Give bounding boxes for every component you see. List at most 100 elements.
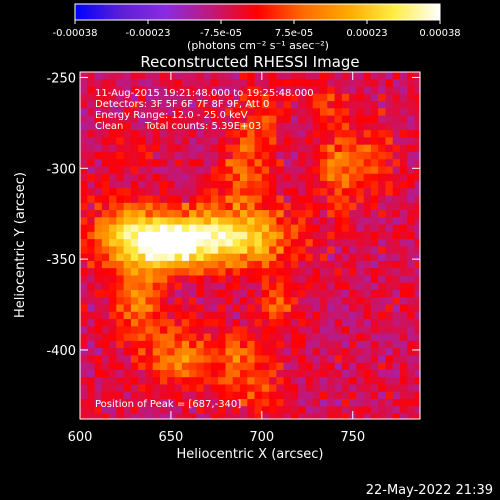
image-pixel xyxy=(210,86,219,95)
image-pixel xyxy=(414,151,421,160)
image-pixel xyxy=(356,173,365,182)
image-pixel xyxy=(196,355,205,364)
image-pixel xyxy=(370,202,379,211)
image-pixel xyxy=(196,311,205,320)
image-pixel xyxy=(130,173,139,182)
image-pixel xyxy=(370,253,379,262)
image-pixel xyxy=(356,384,365,393)
image-pixel xyxy=(189,399,197,407)
image-pixel xyxy=(247,377,256,386)
image-pixel xyxy=(109,260,117,269)
image-pixel xyxy=(327,399,336,407)
image-pixel xyxy=(298,72,307,80)
image-pixel xyxy=(327,159,336,168)
image-pixel xyxy=(378,268,387,277)
image-pixel xyxy=(247,326,256,335)
image-pixel xyxy=(385,130,394,139)
image-pixel xyxy=(167,326,176,335)
image-pixel xyxy=(356,202,365,211)
image-pixel xyxy=(101,413,110,420)
image-pixel xyxy=(269,188,277,197)
image-pixel xyxy=(174,413,183,420)
image-pixel xyxy=(152,413,161,420)
image-pixel xyxy=(94,362,103,371)
image-pixel xyxy=(87,144,96,153)
image-pixel xyxy=(341,290,350,298)
image-pixel xyxy=(276,304,285,313)
image-pixel xyxy=(392,122,401,131)
image-pixel xyxy=(203,340,212,349)
image-pixel xyxy=(407,369,416,378)
image-pixel xyxy=(240,195,248,204)
image-pixel xyxy=(101,93,110,102)
image-pixel xyxy=(138,362,147,371)
image-pixel xyxy=(283,173,292,182)
image-pixel xyxy=(152,122,161,131)
image-pixel xyxy=(80,326,88,335)
image-pixel xyxy=(101,311,110,320)
image-pixel xyxy=(232,108,241,117)
image-pixel xyxy=(218,122,227,131)
image-pixel xyxy=(189,86,197,95)
image-pixel xyxy=(247,151,256,160)
image-pixel xyxy=(290,231,299,240)
image-pixel xyxy=(290,340,299,349)
image-pixel xyxy=(123,224,132,233)
image-pixel xyxy=(290,195,299,204)
image-pixel xyxy=(283,93,292,102)
image-pixel xyxy=(181,362,190,371)
image-pixel xyxy=(109,369,117,378)
image-pixel xyxy=(378,348,387,357)
image-pixel xyxy=(305,348,314,357)
image-pixel xyxy=(349,260,357,269)
image-pixel xyxy=(334,377,343,386)
image-pixel xyxy=(218,239,227,248)
image-pixel xyxy=(109,275,117,284)
image-pixel xyxy=(414,115,421,124)
image-pixel xyxy=(261,362,270,371)
image-pixel xyxy=(210,282,219,291)
image-pixel xyxy=(123,275,132,284)
image-pixel xyxy=(240,79,248,88)
image-pixel xyxy=(261,355,270,364)
image-pixel xyxy=(160,355,168,364)
image-pixel xyxy=(334,311,343,320)
image-pixel xyxy=(87,304,96,313)
image-pixel xyxy=(269,304,277,313)
image-pixel xyxy=(392,181,401,189)
image-pixel xyxy=(370,282,379,291)
image-pixel xyxy=(247,72,256,80)
image-pixel xyxy=(232,115,241,124)
image-pixel xyxy=(123,217,132,226)
image-pixel xyxy=(174,362,183,371)
image-pixel xyxy=(240,253,248,262)
image-pixel xyxy=(407,333,416,342)
image-pixel xyxy=(378,108,387,117)
image-pixel xyxy=(400,319,408,327)
image-pixel xyxy=(290,304,299,313)
image-pixel xyxy=(123,253,132,262)
image-pixel xyxy=(356,282,365,291)
image-pixel xyxy=(232,122,241,131)
image-pixel xyxy=(80,224,88,233)
image-pixel xyxy=(320,173,328,182)
image-pixel xyxy=(225,384,234,393)
image-pixel xyxy=(152,72,161,80)
image-pixel xyxy=(167,311,176,320)
image-pixel xyxy=(414,406,421,415)
image-pixel xyxy=(247,290,256,298)
image-pixel xyxy=(210,311,219,320)
image-pixel xyxy=(232,260,241,269)
image-pixel xyxy=(152,362,161,371)
image-pixel xyxy=(210,355,219,364)
image-pixel xyxy=(160,282,168,291)
image-pixel xyxy=(130,188,139,197)
image-pixel xyxy=(196,377,205,386)
image-pixel xyxy=(130,210,139,218)
image-pixel xyxy=(218,391,227,400)
image-pixel xyxy=(341,188,350,197)
image-annotations: 11-Aug-2015 19:21:48.000 to 19:25:48.000… xyxy=(95,88,314,410)
image-pixel xyxy=(385,275,394,284)
image-pixel xyxy=(225,86,234,95)
image-pixel xyxy=(225,137,234,146)
